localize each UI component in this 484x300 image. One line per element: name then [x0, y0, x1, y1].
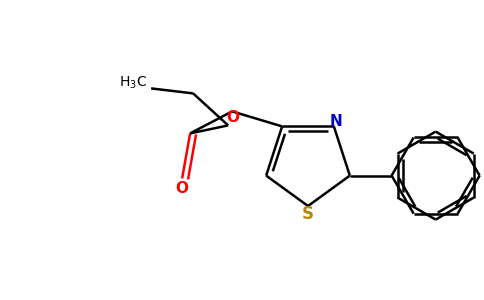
Text: O: O: [227, 110, 240, 125]
Text: H$_3$C: H$_3$C: [119, 74, 147, 91]
Text: S: S: [302, 205, 314, 223]
Text: N: N: [330, 114, 342, 129]
Text: O: O: [176, 181, 189, 196]
